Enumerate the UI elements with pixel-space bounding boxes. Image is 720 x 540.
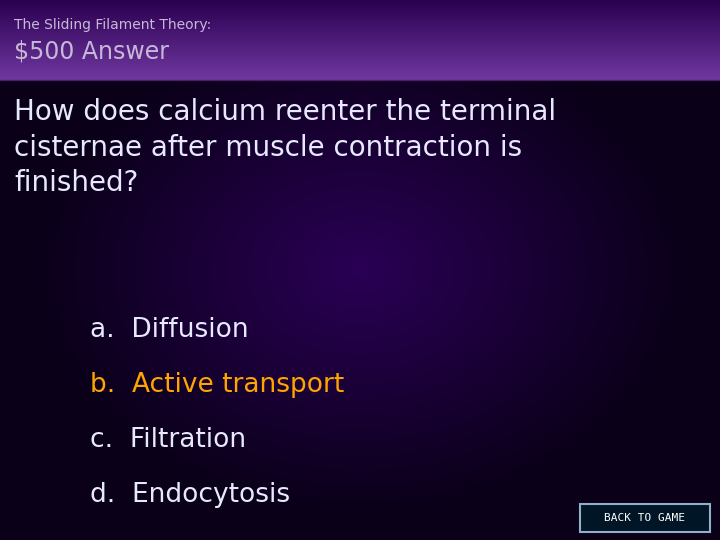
Text: d.  Endocytosis: d. Endocytosis: [90, 482, 290, 508]
Text: a.  Diffusion: a. Diffusion: [90, 317, 248, 343]
Text: BACK TO GAME: BACK TO GAME: [605, 513, 685, 523]
Text: c.  Filtration: c. Filtration: [90, 427, 246, 453]
Text: How does calcium reenter the terminal
cisternae after muscle contraction is
fini: How does calcium reenter the terminal ci…: [14, 98, 556, 198]
Text: $500 Answer: $500 Answer: [14, 40, 169, 64]
Text: The Sliding Filament Theory:: The Sliding Filament Theory:: [14, 18, 211, 32]
FancyBboxPatch shape: [580, 504, 710, 532]
Text: b.  Active transport: b. Active transport: [90, 372, 344, 398]
